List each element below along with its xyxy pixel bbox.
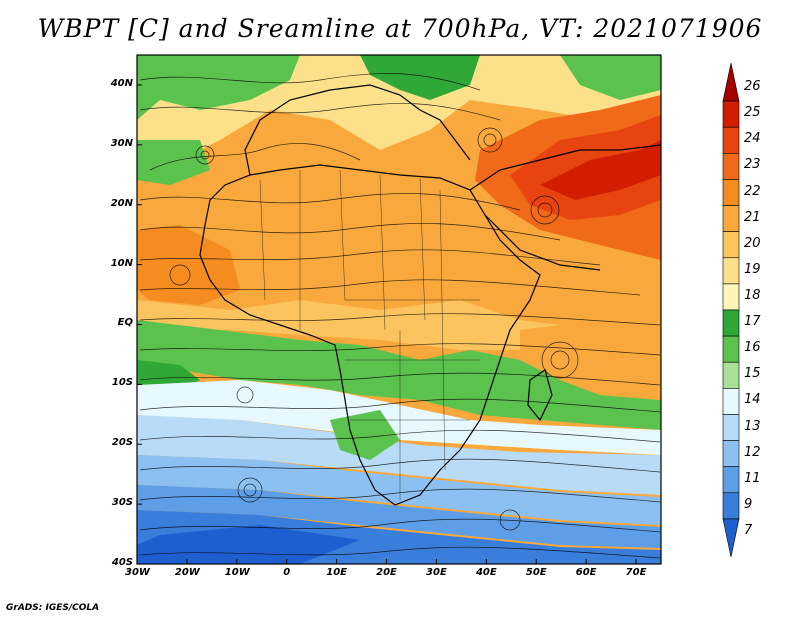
colorbar-swatch: [722, 283, 740, 311]
colorbar-label: 21: [744, 209, 761, 225]
lon-tick-label: 10W: [224, 567, 250, 578]
colorbar-swatch: [722, 309, 740, 337]
colorbar-label: 15: [744, 366, 761, 382]
lon-tick-label: 40E: [475, 567, 497, 578]
plot-frame: [136, 54, 662, 565]
lat-tick-label: 30S: [111, 497, 133, 509]
lat-tick-label: 30N: [110, 137, 133, 149]
colorbar-swatch: [722, 440, 740, 467]
colorbar-swatch: [722, 179, 740, 206]
colorbar-swatch: [722, 100, 740, 128]
lat-tick-label: EQ: [117, 317, 133, 329]
lat-ticks: [137, 84, 142, 565]
lat-tick-label: 40S: [111, 557, 133, 568]
colorbar-label: 7: [744, 522, 753, 538]
colorbar-label: 24: [744, 131, 761, 147]
colorbar-label: 25: [744, 105, 761, 121]
colorbar-swatch: [722, 231, 740, 259]
coastlines: [199, 84, 661, 506]
colorbar-label: 12: [744, 444, 761, 460]
lat-tick-label: 10N: [110, 257, 133, 269]
lon-ticks: [136, 559, 637, 564]
colorbar-label: 11: [744, 470, 761, 486]
colorbar-swatch: [722, 335, 740, 363]
lon-tick-label: 20E: [376, 567, 397, 578]
lon-tick-label: 10E: [326, 567, 347, 578]
colorbar-label: 23: [744, 157, 761, 173]
colorbar-swatch: [722, 205, 740, 232]
colorbar-label: 22: [744, 183, 761, 199]
wbpt-shading: [137, 55, 661, 564]
lat-tick-label: 20S: [111, 437, 133, 449]
colorbar-swatch: [722, 153, 740, 180]
colorbar-label: 20: [744, 235, 761, 251]
lon-tick-label: 70E: [625, 567, 647, 578]
colorbar-label: 18: [744, 287, 761, 303]
colorbar-swatch: [722, 388, 740, 415]
colorbar-swatch: [722, 257, 740, 285]
colorbar-label: 19: [744, 261, 761, 277]
lon-tick-label: 50E: [525, 567, 547, 578]
colorbar-swatch: [722, 126, 740, 154]
lon-tick-label: 30E: [426, 567, 447, 578]
grads-credit: GrADS: IGES/COLA: [6, 603, 100, 613]
colorbar-swatch: [722, 361, 740, 389]
colorbar-label: 16: [744, 340, 761, 356]
lat-tick-label: 10S: [111, 377, 133, 389]
colorbar-swatch: [722, 62, 740, 102]
colorbar-label: 9: [744, 496, 753, 512]
colorbar-label: 13: [744, 418, 761, 434]
lon-tick-label: 60E: [575, 567, 597, 578]
lat-tick-label: 20N: [110, 197, 133, 209]
lon-tick-label: 30W: [125, 567, 150, 578]
lat-tick-label: 40N: [110, 77, 133, 89]
lon-tick-label: 20W: [174, 567, 200, 578]
colorbar-swatch: [722, 492, 740, 520]
map-title: WBPT [C] and Sreamline at 700hPa, VT: 20…: [37, 14, 763, 43]
colorbar-swatch: [722, 414, 740, 441]
colorbar-label: 26: [744, 79, 761, 95]
lon-tick-label: 0: [283, 567, 291, 578]
colorbar: [722, 62, 740, 558]
colorbar-label: 14: [744, 392, 761, 408]
colorbar-swatch: [722, 466, 740, 494]
colorbar-label: 17: [744, 314, 761, 330]
borders: [259, 169, 480, 500]
colorbar-swatch: [722, 518, 740, 558]
